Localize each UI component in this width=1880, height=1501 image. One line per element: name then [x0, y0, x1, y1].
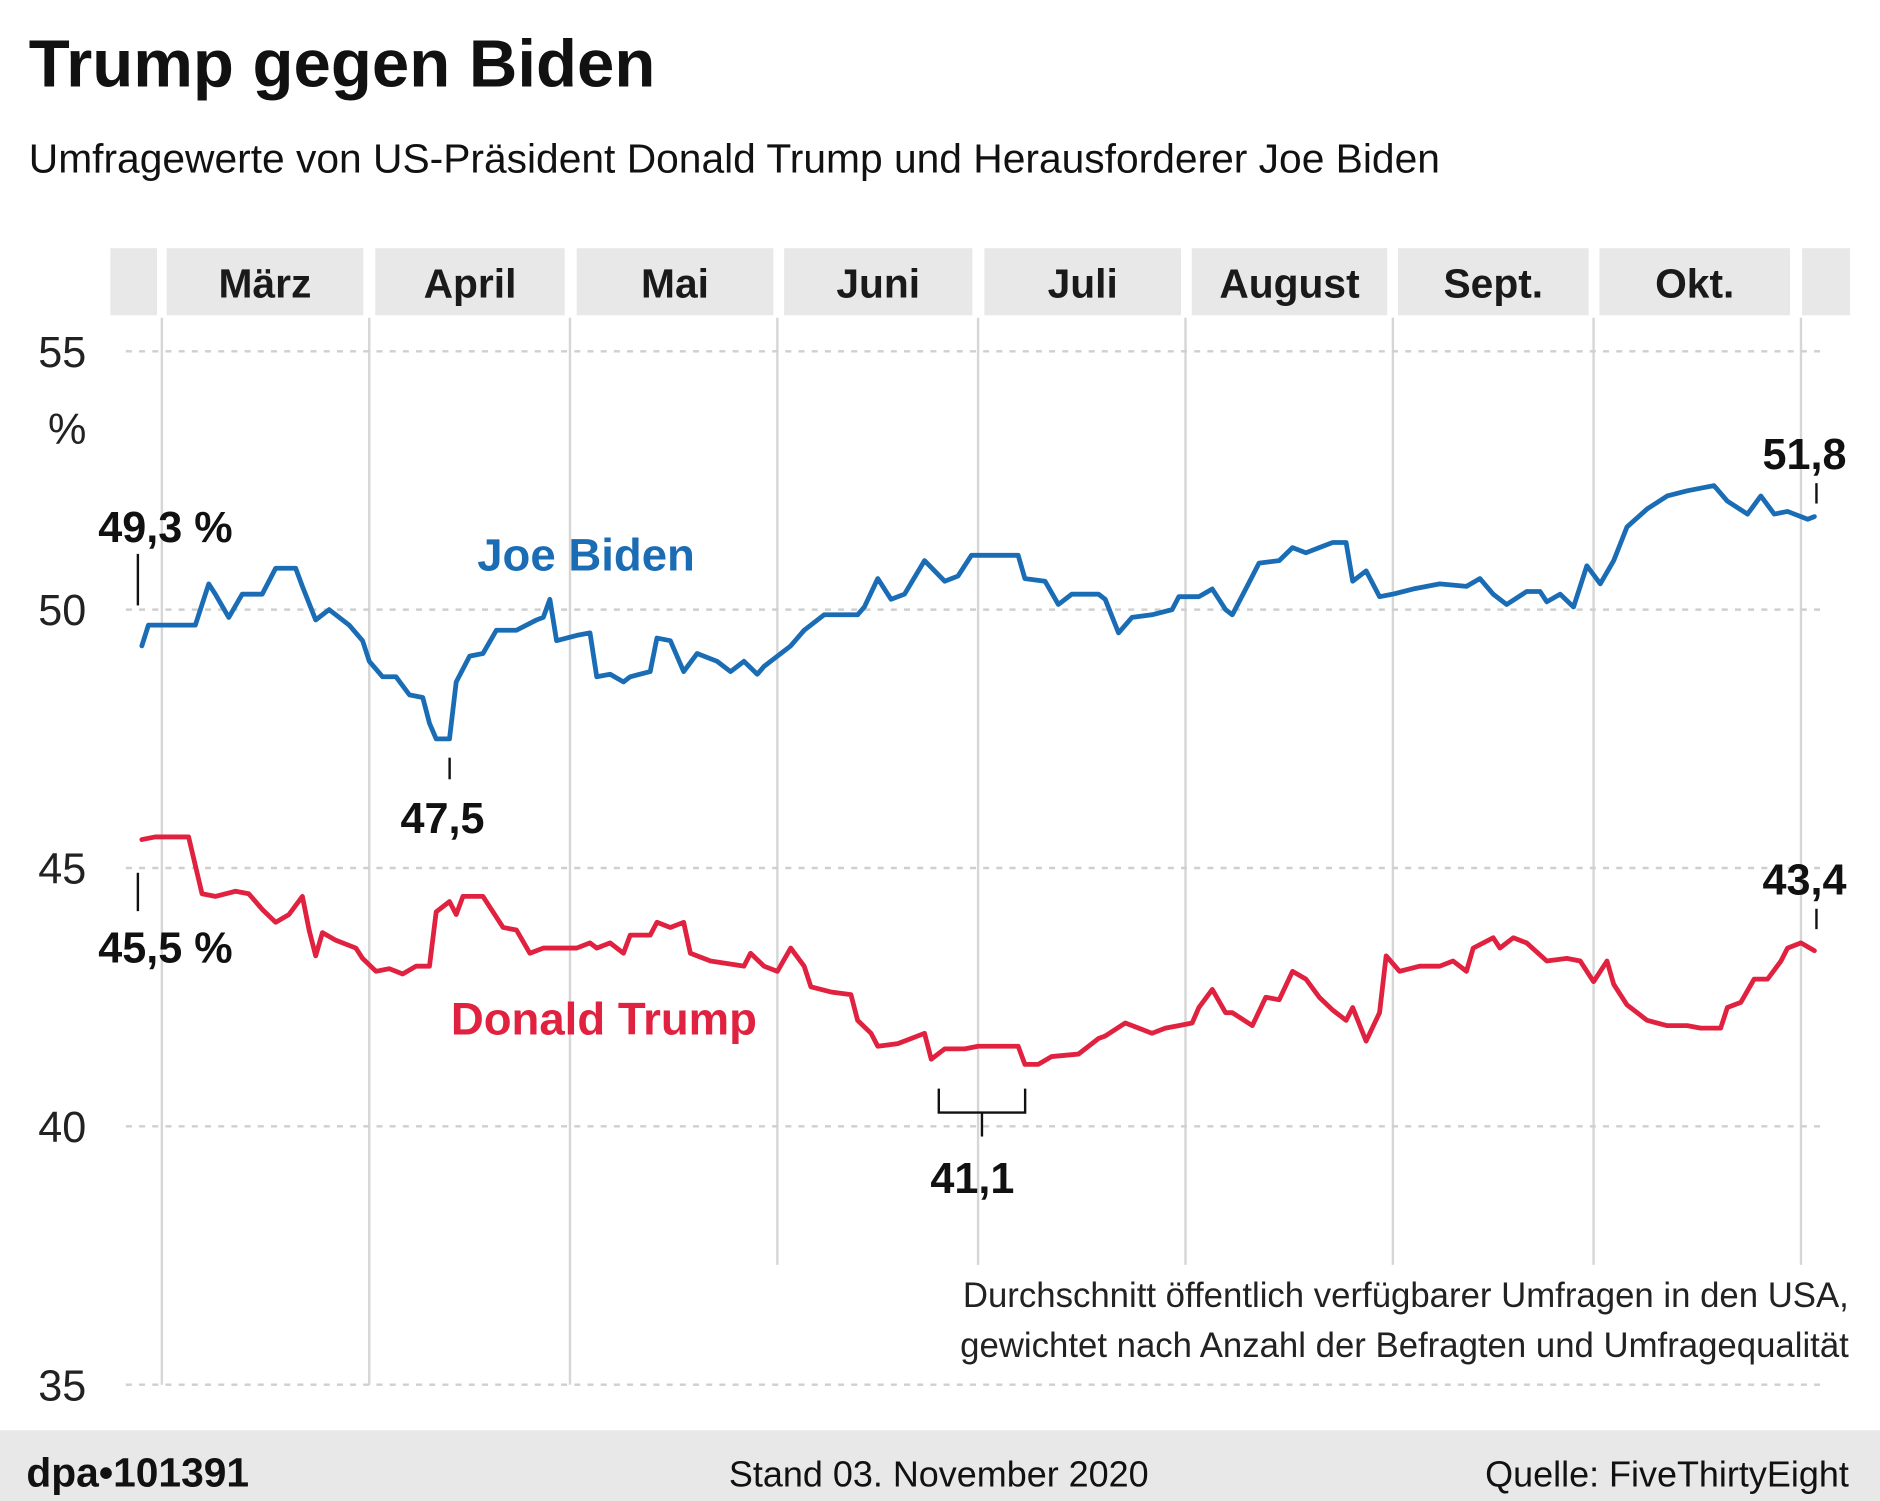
footer-bar [0, 1430, 1880, 1501]
month-header-cell [110, 248, 158, 316]
footer-brand: dpa•101391 [26, 1450, 249, 1496]
y-tick-label: 50 [38, 587, 86, 635]
month-header-cell [1398, 248, 1589, 316]
month-label: Juli [1048, 260, 1118, 306]
month-label: Okt. [1655, 260, 1734, 306]
series-label-trump: Donald Trump [451, 994, 757, 1045]
month-label: April [424, 260, 517, 306]
annotation-bracket-trump-min [937, 1088, 1027, 1114]
series-lines [139, 483, 1817, 1067]
y-axis-unit: % [48, 406, 86, 454]
annotations [136, 483, 1818, 1137]
annotation-trump-start: 45,5 % [98, 925, 232, 973]
chart-title: Trump gegen Biden [29, 26, 656, 101]
series-line-biden [139, 483, 1817, 742]
chart-note-line1: Durchschnitt öffentlich verfügbarer Umfr… [963, 1277, 1849, 1315]
month-header-cell [375, 248, 565, 316]
month-header-cell [784, 248, 973, 316]
series-label-biden: Joe Biden [477, 530, 695, 581]
annotation-trump-min: 41,1 [930, 1155, 1014, 1203]
y-axis: 55 50 45 40 35% [38, 329, 86, 1410]
annotation-biden-start: 49,3 % [98, 504, 232, 552]
month-header-cell [984, 248, 1181, 316]
series-line-trump [139, 834, 1817, 1067]
month-header-cell [576, 248, 774, 316]
month-header-cell [1599, 248, 1791, 316]
grid [125, 317, 1823, 1386]
annotation-trump-end: 43,4 [1763, 856, 1847, 904]
month-label: März [219, 260, 312, 306]
month-header-cell [166, 248, 364, 316]
month-label: Juni [836, 260, 920, 306]
y-tick-label: 45 [38, 846, 86, 894]
y-tick-label: 55 [38, 329, 86, 377]
chart-note-line2: gewichtet nach Anzahl der Befragten und … [960, 1327, 1849, 1365]
month-label: Sept. [1444, 260, 1544, 306]
month-header-cell [1191, 248, 1388, 316]
month-label: August [1219, 260, 1360, 306]
y-tick-label: 40 [38, 1104, 86, 1152]
month-header: März April Mai Juni Juli August Sept. Okt. [110, 248, 1851, 316]
annotation-biden-end: 51,8 [1763, 431, 1847, 479]
month-label: Mai [641, 260, 709, 306]
footer-date: Stand 03. November 2020 [729, 1454, 1149, 1495]
annotation-biden-min: 47,5 [400, 795, 484, 843]
chart-subtitle: Umfragewerte von US-Präsident Donald Tru… [29, 136, 1440, 182]
month-header-cell [1802, 248, 1851, 316]
footer-source: Quelle: FiveThirtyEight [1485, 1454, 1849, 1495]
y-tick-label: 35 [38, 1362, 86, 1410]
